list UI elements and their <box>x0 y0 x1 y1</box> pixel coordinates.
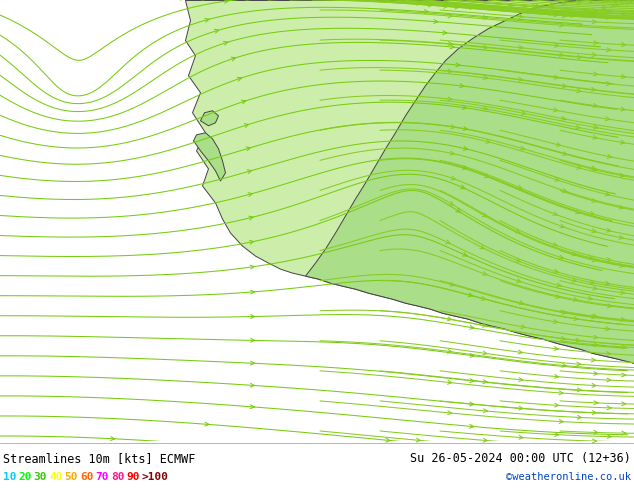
Text: 80: 80 <box>111 472 124 482</box>
Text: Su 26-05-2024 00:00 UTC (12+36): Su 26-05-2024 00:00 UTC (12+36) <box>410 452 631 465</box>
Text: Streamlines 10m [kts] ECMWF: Streamlines 10m [kts] ECMWF <box>3 452 195 465</box>
Text: 20: 20 <box>18 472 32 482</box>
Text: 40: 40 <box>49 472 63 482</box>
Text: 70: 70 <box>95 472 109 482</box>
Text: >100: >100 <box>141 472 169 482</box>
Text: 50: 50 <box>65 472 78 482</box>
Text: ©weatheronline.co.uk: ©weatheronline.co.uk <box>506 472 631 482</box>
Text: 30: 30 <box>34 472 48 482</box>
Text: 60: 60 <box>80 472 93 482</box>
Text: 90: 90 <box>126 472 139 482</box>
Text: 10: 10 <box>3 472 16 482</box>
